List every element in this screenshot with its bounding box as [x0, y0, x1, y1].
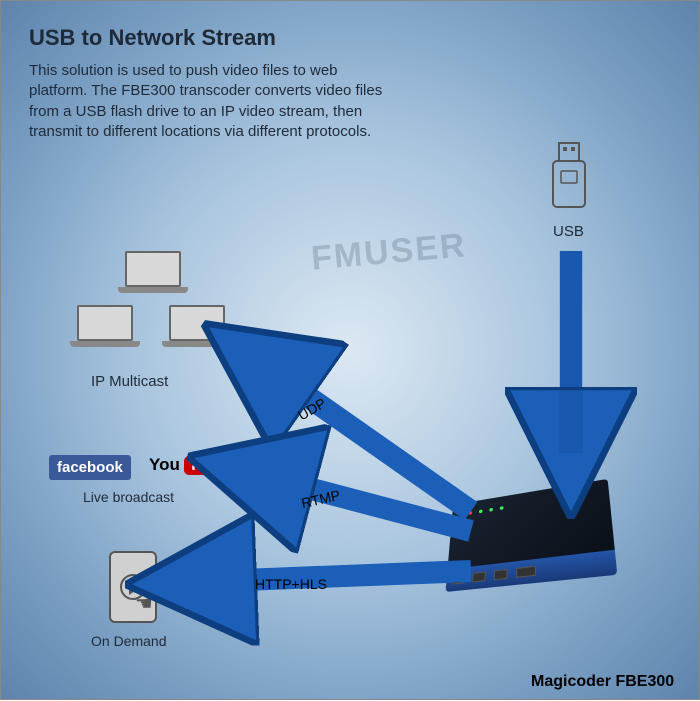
- ipmulticast-label: IP Multicast: [91, 373, 168, 390]
- arrow-udp: [257, 361, 471, 511]
- laptop-icon: [77, 305, 140, 347]
- arrow-rtmp: [251, 473, 471, 531]
- youtube-logo: YouTube: [149, 455, 229, 475]
- page-title: USB to Network Stream: [29, 25, 276, 51]
- transcoder-device: [446, 479, 617, 587]
- http-hls-label: HTTP+HLS: [255, 576, 327, 592]
- description-text: This solution is used to push video file…: [29, 61, 382, 142]
- ondemand-label: On Demand: [91, 633, 166, 649]
- usb-label: USB: [553, 223, 584, 240]
- usb-icon: [541, 141, 597, 226]
- livebroadcast-label: Live broadcast: [83, 489, 174, 505]
- rtmp-label: RTMP: [300, 487, 342, 511]
- product-name: Magicoder FBE300: [531, 673, 674, 691]
- hand-icon: ☚: [135, 591, 153, 616]
- youtube-you-text: You: [149, 455, 180, 475]
- youtube-tube-text: Tube: [184, 456, 229, 475]
- watermark-text: FMUSER: [310, 226, 468, 278]
- facebook-logo: facebook: [49, 455, 131, 480]
- laptop-icon: [125, 251, 188, 293]
- diagram-canvas: USB to Network Stream This solution is u…: [0, 0, 700, 700]
- arrow-http-hls: [191, 571, 471, 582]
- laptop-icon: [169, 305, 232, 347]
- udp-label: UDP: [295, 395, 329, 424]
